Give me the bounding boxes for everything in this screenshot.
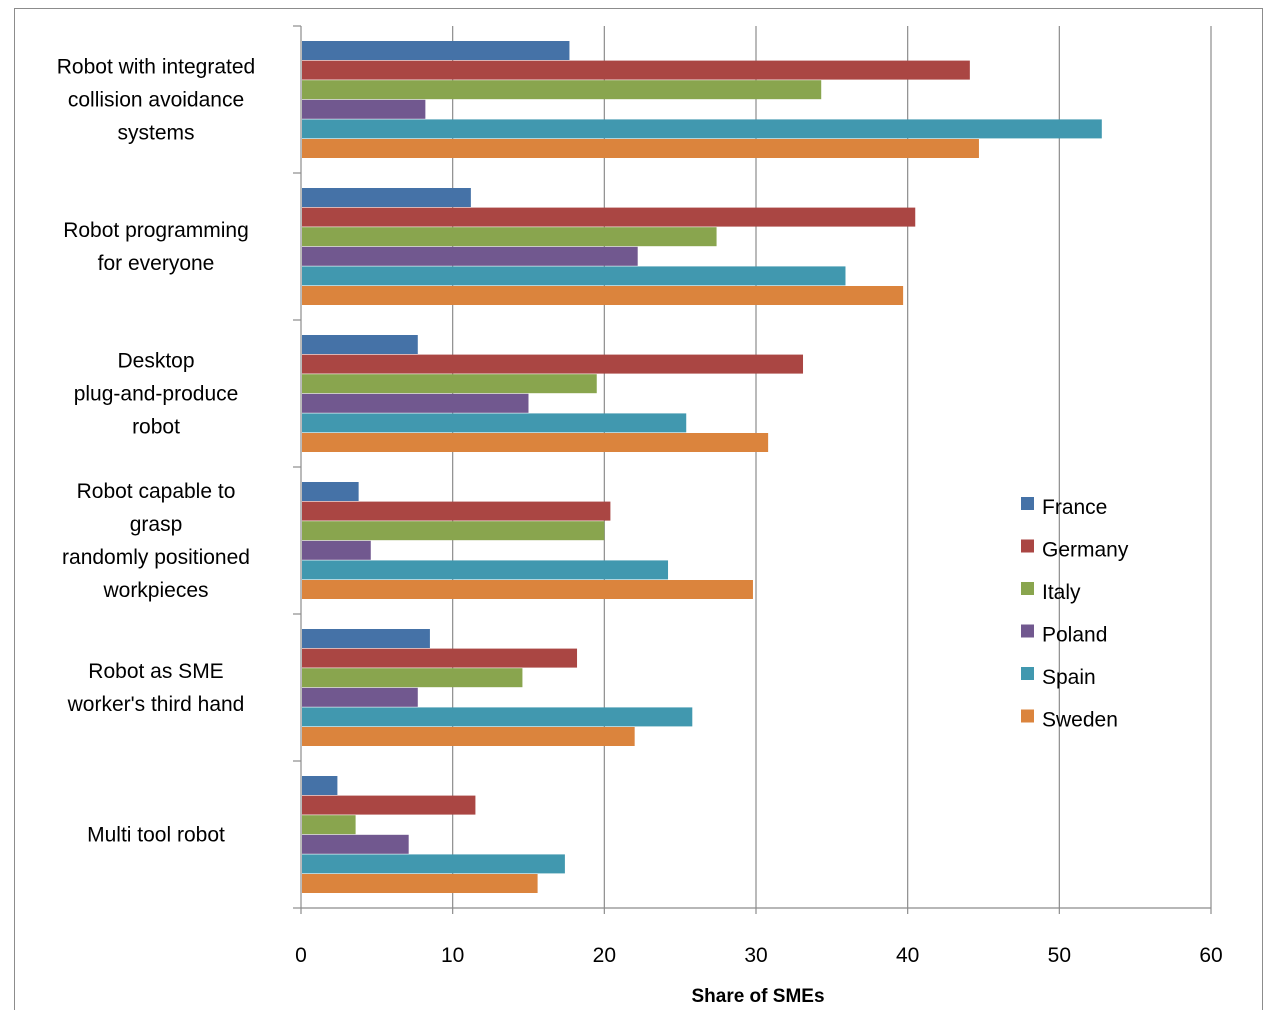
x-tick-label-10: 10	[441, 944, 464, 967]
category-label-line: workpieces	[102, 579, 208, 602]
category-label-3: Robot capable to grasp randomly positioned…	[62, 480, 250, 602]
bar-spain-3	[302, 560, 669, 580]
bar-poland-3	[302, 540, 371, 560]
x-tick-label-40: 40	[896, 944, 919, 967]
x-tick-label-20: 20	[593, 944, 616, 967]
bars	[302, 41, 1102, 893]
bar-spain-2	[302, 413, 687, 433]
x-tick-label-50: 50	[1048, 944, 1071, 967]
bar-sweden-4	[302, 727, 635, 746]
bar-poland-5	[302, 834, 409, 854]
bar-france-1	[302, 188, 471, 207]
bar-germany-3	[302, 501, 611, 521]
category-label-0: Robot with integrated collision avoidance…	[57, 56, 255, 145]
category-label-line: randomly positioned	[62, 546, 250, 569]
bar-italy-5	[302, 815, 356, 835]
legend-label-france: France	[1042, 496, 1107, 519]
bar-italy-4	[302, 668, 523, 688]
x-tick-label-0: 0	[295, 944, 307, 967]
legend-label-italy: Italy	[1042, 581, 1081, 604]
category-labels: Robot with integrated collision avoidance…	[57, 56, 255, 847]
tick-labels: 0 10 20 30 40 50 60	[295, 944, 1223, 967]
category-label-2: Desktop plug-and-produce robot	[74, 350, 239, 439]
bar-poland-0	[302, 99, 426, 119]
bar-sweden-2	[302, 433, 769, 452]
category-label-line: systems	[117, 122, 194, 145]
bar-france-3	[302, 482, 359, 501]
category-label-line: Robot as SME	[88, 660, 223, 683]
bar-sweden-5	[302, 874, 538, 893]
bar-sweden-1	[302, 286, 904, 305]
legend-label-poland: Poland	[1042, 624, 1107, 647]
legend-swatch-france	[1021, 497, 1034, 510]
category-label-line: Multi tool robot	[87, 824, 225, 847]
legend-label-spain: Spain	[1042, 666, 1096, 689]
legend-label-sweden: Sweden	[1042, 709, 1118, 732]
bar-italy-1	[302, 227, 717, 247]
axes	[293, 25, 1212, 914]
legend-swatch-sweden	[1021, 709, 1034, 723]
legend-swatch-germany	[1021, 539, 1034, 553]
bar-spain-5	[302, 854, 565, 874]
bar-germany-0	[302, 60, 970, 80]
category-label-line: Desktop	[117, 350, 194, 373]
bar-germany-1	[302, 207, 916, 227]
chart-frame	[14, 8, 1263, 1010]
bar-poland-1	[302, 246, 638, 266]
legend-swatch-poland	[1021, 624, 1034, 638]
category-label-4: Robot as SME worker's third hand	[67, 660, 245, 716]
category-label-5: Multi tool robot	[87, 824, 225, 847]
bar-spain-4	[302, 707, 693, 727]
x-tick-label-60: 60	[1199, 944, 1222, 967]
bar-italy-3	[302, 521, 605, 541]
bar-poland-2	[302, 393, 529, 413]
bar-sweden-0	[302, 139, 979, 158]
legend-swatch-spain	[1021, 667, 1034, 680]
legend: France Germany Italy Poland Spain Sweden	[1021, 496, 1129, 732]
x-tick-label-30: 30	[744, 944, 767, 967]
legend-swatch-italy	[1021, 582, 1034, 595]
bar-spain-0	[302, 119, 1102, 139]
bar-sweden-3	[302, 580, 753, 599]
legend-label-germany: Germany	[1042, 539, 1129, 562]
bar-france-5	[302, 776, 338, 795]
bar-germany-5	[302, 795, 476, 815]
bar-germany-2	[302, 354, 804, 374]
category-label-line: collision avoidance	[68, 89, 244, 112]
x-axis-title: Share of SMEs	[691, 986, 824, 1007]
category-label-line: robot	[132, 416, 180, 439]
bar-italy-2	[302, 374, 597, 394]
category-label-line: Robot programming	[63, 219, 249, 242]
category-label-line: Robot with integrated	[57, 56, 255, 79]
category-label-line: grasp	[130, 513, 183, 536]
grid-lines	[452, 26, 1212, 908]
bar-france-4	[302, 629, 430, 648]
category-label-line: Robot capable to	[77, 480, 236, 503]
bar-france-2	[302, 335, 418, 354]
bar-spain-1	[302, 266, 846, 286]
bar-poland-4	[302, 687, 418, 707]
category-label-1: Robot programming for everyone	[63, 219, 249, 275]
bar-italy-0	[302, 80, 822, 100]
category-label-line: for everyone	[98, 252, 215, 275]
category-label-line: plug-and-produce	[74, 383, 239, 406]
bar-france-0	[302, 41, 570, 60]
bar-germany-4	[302, 648, 578, 668]
category-label-line: worker's third hand	[67, 693, 245, 716]
